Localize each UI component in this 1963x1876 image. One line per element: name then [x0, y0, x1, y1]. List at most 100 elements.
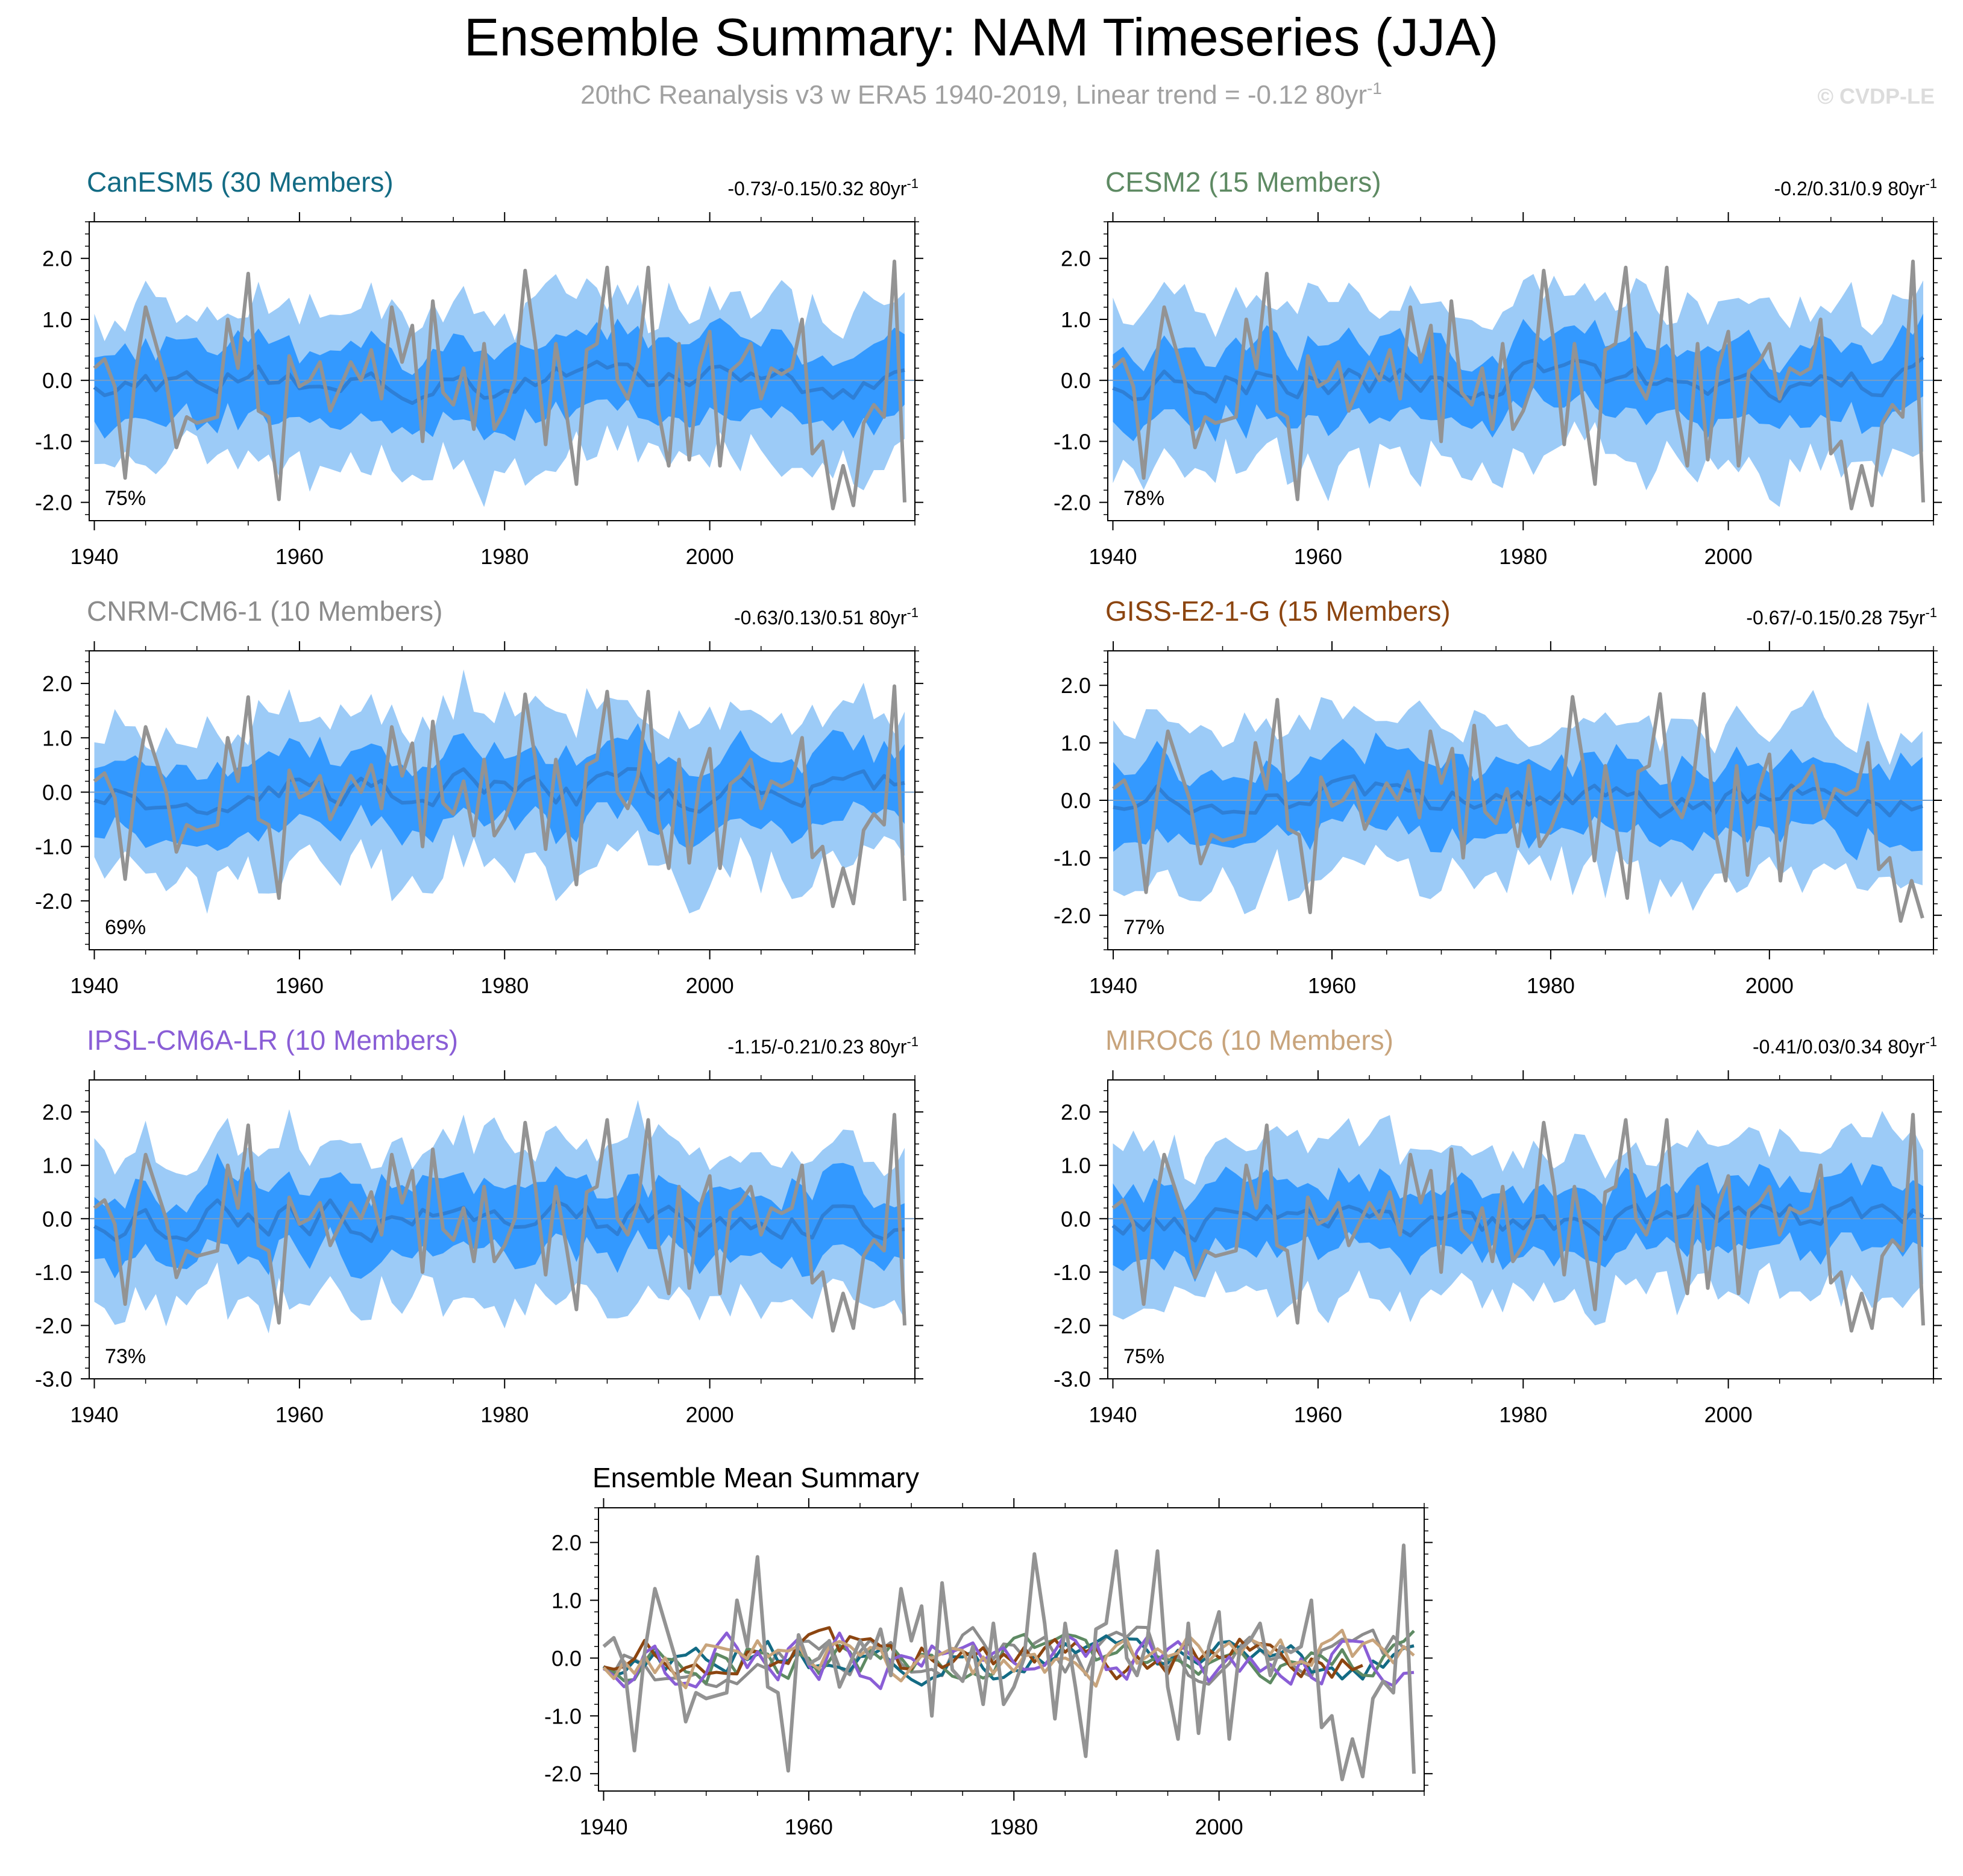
panel-cesm2: -2.0 -1.0 0.0 1.0 2.0 1940 1960 1980 2000 CESM2 (…: [1054, 166, 1942, 569]
trend-label-text: -0.73/-0.15/0.32 80yr: [727, 178, 906, 199]
y-tick-label: 1.0: [551, 1588, 582, 1613]
x-tick-label: 1960: [275, 544, 324, 569]
x-tick-label: 1980: [1499, 1402, 1547, 1427]
ensemble-mean-line: [93, 767, 905, 816]
plot-frame: [1107, 221, 1934, 521]
x-tick-label: 1960: [1294, 544, 1342, 569]
y-tick-label: -3.0: [1054, 1367, 1091, 1391]
x-tick-label: 1940: [1088, 1402, 1137, 1427]
y-tick-label: -2.0: [1054, 903, 1091, 928]
y-tick-label: 0.0: [1061, 368, 1091, 393]
ensemble-mean-line: [1112, 356, 1924, 404]
trend-label-sup: -1: [1925, 176, 1937, 191]
y-tick-label: 0.0: [42, 1206, 72, 1231]
x-tick-label: 1980: [990, 1815, 1038, 1839]
observations-line: [1111, 1112, 1925, 1333]
plot-area: [602, 1543, 1416, 1781]
y-tick-label: -1.0: [35, 835, 72, 859]
y-tick-label: 1.0: [42, 726, 72, 750]
x-tick-label: 1960: [275, 973, 324, 998]
y-tick-label: 2.0: [42, 1100, 72, 1125]
ensemble-mean-line: [93, 1198, 905, 1243]
percent-label: 78%: [1123, 487, 1164, 510]
panels: -2.0 -1.0 0.0 1.0 2.0 1940 1960 1980 2000 CanESM5…: [35, 166, 1942, 1839]
y-tick-label: -2.0: [35, 491, 72, 515]
plot-area: [89, 259, 915, 510]
y-tick-label: 0.0: [42, 780, 72, 805]
plot-frame: [598, 1507, 1425, 1792]
plot-frame: [89, 221, 916, 521]
spread-band-inner: [94, 723, 905, 851]
plot-area: [1108, 1111, 1933, 1333]
x-tick-label: 1980: [1499, 544, 1547, 569]
trend-label-text: -0.41/0.03/0.34 80yr: [1753, 1036, 1926, 1058]
trend-label-text: -0.2/0.31/0.9 80yr: [1774, 178, 1926, 199]
x-tick-label: 1940: [70, 1402, 118, 1427]
x-tick-label: 1940: [70, 973, 118, 998]
x-tick-label: 2000: [686, 973, 734, 998]
y-tick-label: -2.0: [35, 1313, 72, 1338]
x-tick-label: 1960: [1308, 973, 1356, 998]
trend-label-sup: -1: [906, 1034, 919, 1049]
trend-label: -0.67/-0.15/0.28 75yr-1: [1746, 605, 1937, 629]
y-tick-label: 1.0: [42, 1153, 72, 1178]
y-tick-label: -2.0: [544, 1761, 582, 1786]
ensemble-mean-series: [602, 1628, 1415, 1690]
trend-label: -0.73/-0.15/0.32 80yr-1: [727, 176, 919, 199]
percent-label: 75%: [1123, 1345, 1164, 1368]
observations-line: [93, 259, 906, 510]
x-tick-label: 2000: [1704, 544, 1753, 569]
trend-label-sup: -1: [906, 176, 919, 191]
y-tick-label: 2.0: [1061, 673, 1091, 698]
x-tick-label: 1980: [480, 1402, 529, 1427]
percent-label: 69%: [105, 916, 146, 939]
x-tick-label: 2000: [686, 1402, 734, 1427]
observations-line: [1112, 692, 1924, 923]
y-tick-label: 0.0: [42, 368, 72, 393]
trend-label: -0.41/0.03/0.34 80yr-1: [1753, 1034, 1937, 1058]
x-tick-label: 2000: [1745, 973, 1794, 998]
observations-line: [1111, 259, 1925, 510]
y-tick-label: -2.0: [1054, 1313, 1091, 1338]
figure-title: Ensemble Summary: NAM Timeseries (JJA): [464, 7, 1498, 67]
spread-band-inner: [1113, 1162, 1923, 1282]
y-tick-label: 1.0: [1061, 1153, 1091, 1178]
y-tick-label: 0.0: [551, 1646, 582, 1671]
percent-label: 73%: [105, 1345, 146, 1368]
panel-ipsl-cm6a-lr: -3.0 -2.0 -1.0 0.0 1.0 2.0 1940 1960 1980 2000 IPS…: [35, 1024, 923, 1427]
x-tick-label: 2000: [1704, 1402, 1753, 1427]
y-tick-label: 2.0: [42, 246, 72, 271]
observations-line: [602, 1543, 1416, 1781]
plot-frame: [89, 650, 916, 950]
y-tick-label: -1.0: [544, 1704, 582, 1728]
y-tick-label: -1.0: [35, 1260, 72, 1285]
y-tick-label: 1.0: [42, 307, 72, 332]
panel-giss-e2-1-g: -2.0 -1.0 0.0 1.0 2.0 1940 1960 1980 2000 GISS-E2…: [1054, 595, 1942, 998]
x-tick-label: 1940: [1088, 544, 1137, 569]
panel-title: MIROC6 (10 Members): [1105, 1024, 1393, 1056]
y-tick-label: 0.0: [1061, 1206, 1091, 1231]
y-tick-label: -1.0: [1054, 1260, 1091, 1285]
x-tick-label: 1980: [480, 544, 529, 569]
panel-title: CESM2 (15 Members): [1105, 166, 1381, 198]
x-tick-label: 1980: [480, 973, 529, 998]
y-tick-label: -2.0: [1054, 491, 1091, 515]
x-tick-label: 1960: [785, 1815, 833, 1839]
watermark: © CVDP-LE: [1817, 84, 1935, 108]
plot-area: [1108, 259, 1933, 510]
percent-label: 75%: [105, 487, 146, 510]
spread-band-inner: [94, 318, 905, 441]
y-tick-label: 0.0: [1061, 788, 1091, 813]
panel-canesm5: -2.0 -1.0 0.0 1.0 2.0 1940 1960 1980 2000 CanESM5…: [35, 166, 923, 569]
trend-label: -0.2/0.31/0.9 80yr-1: [1774, 176, 1937, 199]
x-tick-label: 1960: [275, 1402, 324, 1427]
ensemble-mean-line: [1111, 1196, 1924, 1243]
panel-title: IPSL-CM6A-LR (10 Members): [87, 1024, 458, 1056]
y-tick-label: 1.0: [1061, 731, 1091, 756]
x-tick-label: 1960: [1294, 1402, 1342, 1427]
panel-miroc6: -3.0 -2.0 -1.0 0.0 1.0 2.0 1940 1960 1980 2000 MIR…: [1054, 1024, 1942, 1427]
trend-label-text: -1.15/-0.21/0.23 80yr: [727, 1036, 906, 1058]
y-tick-label: -2.0: [35, 889, 72, 914]
figure-subtitle: 20thC Reanalysis v3 w ERA5 1940-2019, Li…: [580, 79, 1382, 110]
